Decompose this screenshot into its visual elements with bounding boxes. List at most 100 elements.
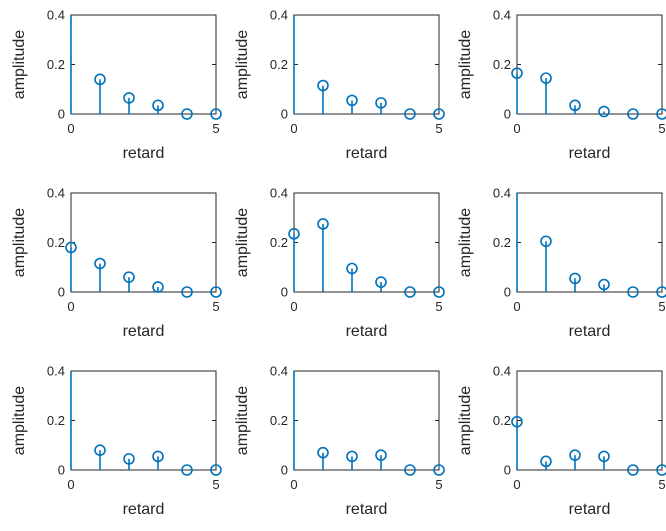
stem-marker — [598, 450, 610, 463]
stem-marker — [433, 286, 445, 298]
y-tick-label: 0.2 — [270, 57, 288, 72]
stem-series — [65, 241, 222, 298]
stem-marker — [375, 449, 387, 461]
x-tick-label: 5 — [435, 477, 442, 492]
x-axis-label: retard — [569, 501, 611, 518]
y-axis-label: amplitude — [234, 30, 251, 99]
stem-marker — [540, 235, 552, 248]
y-tick-label: 0 — [58, 463, 65, 478]
x-axis-label: retard — [346, 323, 388, 340]
stem-series — [288, 218, 445, 298]
y-tick-label: 0.4 — [47, 364, 65, 379]
x-tick-label: 0 — [513, 299, 520, 314]
stem-marker — [152, 99, 164, 112]
y-axis-label: amplitude — [11, 30, 28, 99]
subplot-7: 0 0.2 0.4 0 5 retard amplitude — [11, 364, 222, 518]
stem-marker — [433, 108, 445, 120]
x-axis-label: retard — [123, 501, 165, 518]
y-tick-label: 0 — [504, 107, 511, 122]
stem-marker — [404, 286, 416, 298]
x-tick-label: 0 — [67, 299, 74, 314]
y-tick-label: 0 — [58, 107, 65, 122]
stem-marker — [540, 455, 552, 468]
stem-marker — [346, 262, 358, 275]
stem-series — [516, 193, 666, 298]
stem-marker — [123, 271, 135, 283]
x-tick-label: 0 — [290, 477, 297, 492]
x-tick-label: 0 — [513, 121, 520, 136]
stem-marker — [433, 464, 445, 476]
stem-marker — [317, 446, 329, 459]
stem-marker — [569, 99, 581, 112]
stem-marker — [152, 281, 164, 293]
y-tick-label: 0.4 — [47, 8, 65, 23]
y-tick-label: 0.4 — [270, 186, 288, 201]
y-tick-label: 0 — [281, 285, 288, 300]
y-axis-label: amplitude — [11, 386, 28, 455]
axes-box — [70, 192, 217, 293]
stem-marker — [627, 108, 639, 120]
x-tick-label: 0 — [290, 299, 297, 314]
y-axis-label: amplitude — [457, 386, 474, 455]
stem-series — [293, 15, 445, 120]
stem-series — [70, 15, 222, 120]
x-tick-label: 0 — [67, 121, 74, 136]
stem-series — [293, 371, 445, 476]
stem-marker — [317, 218, 329, 230]
x-axis-label: retard — [569, 323, 611, 340]
stem-marker — [346, 450, 358, 463]
stem-marker — [598, 278, 610, 291]
x-tick-label: 5 — [212, 121, 219, 136]
axes-box — [293, 370, 440, 471]
y-tick-label: 0.2 — [47, 235, 65, 250]
subplot-4: 0 0.2 0.4 0 5 retard amplitude — [11, 186, 222, 340]
stem-marker — [511, 415, 523, 428]
y-tick-label: 0.4 — [493, 186, 511, 201]
axes-box — [70, 14, 217, 115]
x-tick-label: 5 — [212, 477, 219, 492]
x-tick-label: 0 — [67, 477, 74, 492]
y-axis-label: amplitude — [234, 386, 251, 455]
x-tick-label: 5 — [658, 299, 665, 314]
axes-box — [293, 192, 440, 293]
stem-marker — [375, 97, 387, 109]
x-axis-label: retard — [123, 323, 165, 340]
axes-box — [516, 370, 663, 471]
stem-marker — [540, 72, 552, 84]
y-tick-label: 0.4 — [270, 8, 288, 23]
subplot-3: 0 0.2 0.4 0 5 retard amplitude — [457, 8, 666, 162]
stem-marker — [65, 241, 77, 254]
y-tick-label: 0 — [504, 285, 511, 300]
x-tick-label: 5 — [658, 121, 665, 136]
y-tick-label: 0.4 — [270, 364, 288, 379]
y-tick-label: 0.2 — [493, 57, 511, 72]
stem-marker — [210, 286, 222, 298]
stem-marker — [94, 257, 106, 270]
stem-marker — [569, 272, 581, 285]
stem-series — [511, 415, 666, 476]
x-tick-label: 5 — [212, 299, 219, 314]
stem-marker — [346, 94, 358, 107]
stem-marker — [94, 444, 106, 457]
y-tick-label: 0.4 — [493, 364, 511, 379]
x-axis-label: retard — [346, 501, 388, 518]
x-axis-label: retard — [346, 145, 388, 162]
y-tick-label: 0.2 — [270, 235, 288, 250]
y-tick-label: 0.4 — [493, 8, 511, 23]
stem-marker — [181, 286, 193, 298]
y-tick-label: 0 — [281, 107, 288, 122]
axes-box — [516, 14, 663, 115]
stem-marker — [210, 108, 222, 120]
stem-marker — [288, 228, 300, 240]
stem-marker — [123, 92, 135, 104]
x-tick-label: 5 — [658, 477, 665, 492]
stem-marker — [627, 286, 639, 298]
x-axis-label: retard — [123, 145, 165, 162]
y-tick-label: 0.2 — [270, 413, 288, 428]
stem-marker — [181, 464, 193, 476]
y-axis-label: amplitude — [457, 208, 474, 277]
y-tick-label: 0 — [58, 285, 65, 300]
y-tick-label: 0 — [281, 463, 288, 478]
stem-marker — [152, 450, 164, 463]
